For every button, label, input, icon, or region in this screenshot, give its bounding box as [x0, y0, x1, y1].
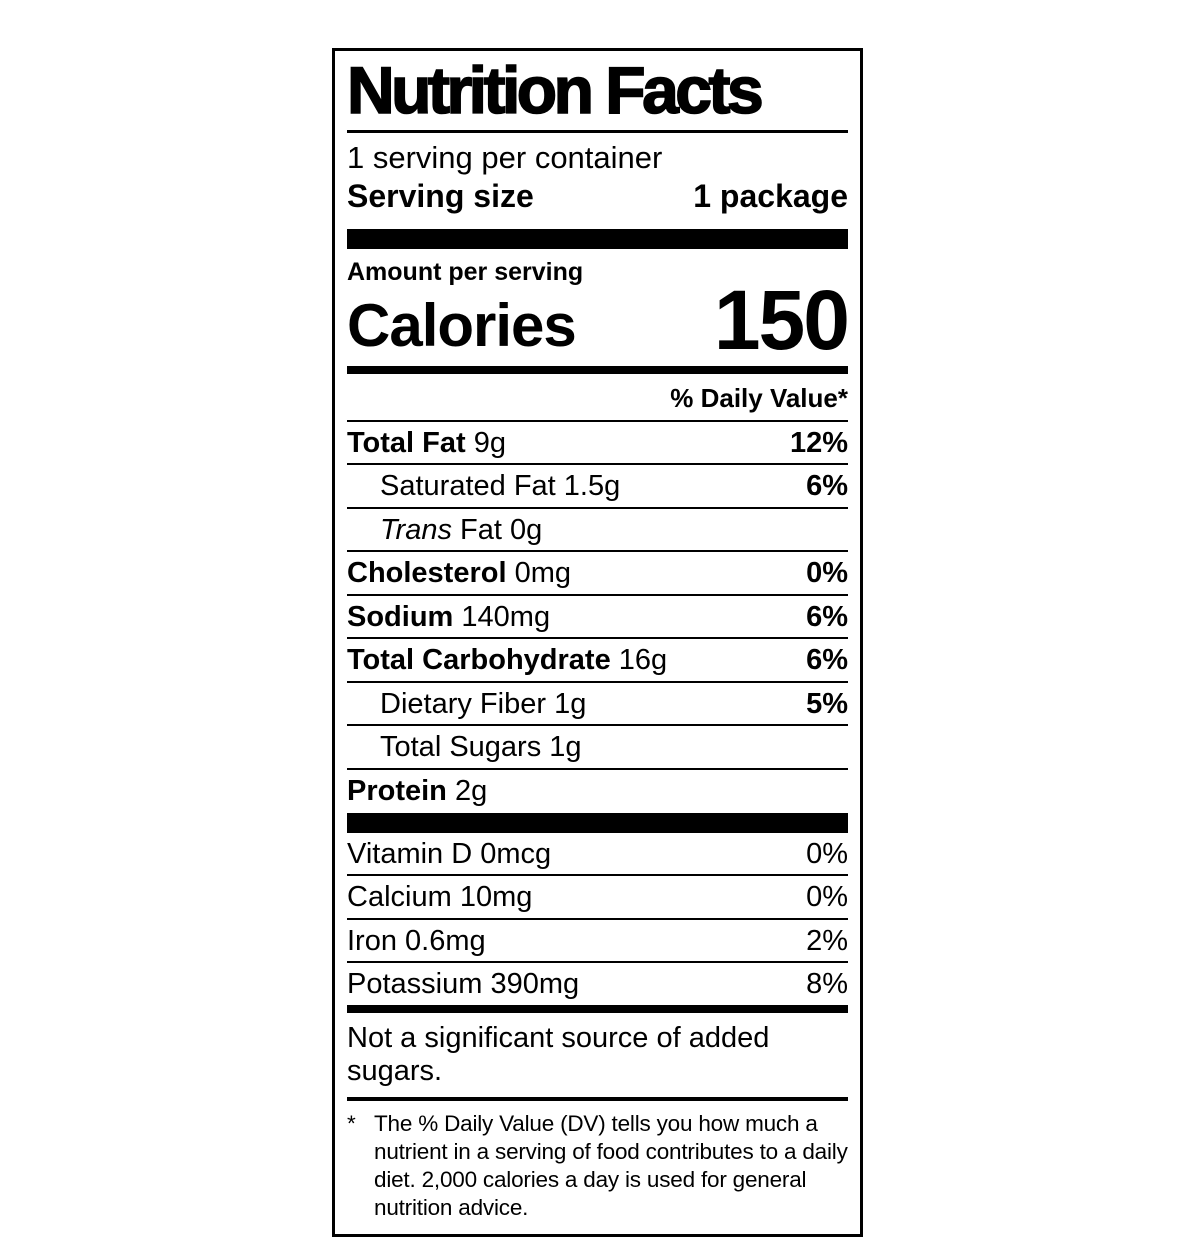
nutrient-name-amount: Calcium 10mg: [347, 881, 533, 914]
nutrition-facts-label: Nutrition Facts 1 serving per container …: [332, 48, 863, 1237]
nutrient-daily-value: 0%: [806, 837, 848, 870]
nutrient-row-dietary-fiber: Dietary Fiber 1g 5%: [347, 683, 848, 727]
serving-size-row: Serving size 1 package: [347, 178, 848, 215]
footnote-text: The % Daily Value (DV) tells you how muc…: [374, 1110, 848, 1220]
micronutrient-row-vitamin-d: Vitamin D 0mcg 0%: [347, 833, 848, 877]
nutrient-name-amount: Trans Fat 0g: [380, 513, 543, 546]
calories-label: Calories: [347, 291, 577, 359]
nutrient-name-amount: Protein 2g: [347, 774, 488, 807]
nutrient-daily-value: 0%: [806, 881, 848, 914]
nutrient-row-sodium: Sodium 140mg 6%: [347, 596, 848, 640]
medium-divider-bar: [347, 365, 848, 374]
nutrient-daily-value: 2%: [806, 924, 848, 957]
serving-size-label: Serving size: [347, 177, 534, 214]
nutrient-daily-value: 8%: [806, 968, 848, 1001]
micronutrient-row-iron: Iron 0.6mg 2%: [347, 920, 848, 964]
nutrient-row-protein: Protein 2g: [347, 770, 848, 811]
nutrient-name-amount: Dietary Fiber 1g: [380, 687, 587, 720]
nutrient-daily-value: 12%: [789, 426, 848, 459]
footnote-asterisk: *: [347, 1110, 356, 1136]
calories-row: Calories 150: [347, 273, 850, 368]
nutrient-name-amount: Sodium 140mg: [347, 600, 551, 633]
nutrient-row-total-sugars: Total Sugars 1g: [347, 726, 848, 770]
nutrient-row-trans-fat: Trans Fat 0g: [347, 509, 848, 553]
thick-divider-bar: [347, 812, 848, 833]
not-significant-note: Not a significant source of added sugars…: [347, 1013, 848, 1101]
nutrient-row-cholesterol: Cholesterol 0mg 0%: [347, 552, 848, 596]
nutrient-daily-value: 6%: [806, 644, 848, 677]
amount-per-serving-label: Amount per serving: [347, 257, 584, 286]
servings-per-container: 1 serving per container: [347, 140, 663, 176]
nutrient-row-total-carbohydrate: Total Carbohydrate 16g 6%: [347, 639, 848, 683]
medium-divider-bar: [347, 1004, 848, 1013]
nutrient-name-amount: Cholesterol 0mg: [347, 557, 572, 590]
nutrient-name-amount: Total Sugars 1g: [380, 731, 582, 764]
nutrient-name-amount: Saturated Fat 1.5g: [380, 470, 621, 503]
nutrient-daily-value: 6%: [806, 600, 848, 633]
nutrient-name-amount: Potassium 390mg: [347, 968, 580, 1001]
nutrient-name-amount: Total Fat 9g: [347, 426, 507, 459]
serving-size-value: 1 package: [693, 177, 848, 214]
nutrient-name-amount: Iron 0.6mg: [347, 924, 486, 957]
nutrient-row-total-fat: Total Fat 9g 12%: [347, 422, 848, 466]
nutrient-daily-value: 0%: [806, 557, 848, 590]
daily-value-header: % Daily Value*: [347, 374, 848, 422]
nutrient-row-saturated-fat: Saturated Fat 1.5g 6%: [347, 465, 848, 509]
micronutrient-row-potassium: Potassium 390mg 8%: [347, 963, 848, 1004]
nutrient-daily-value: 6%: [806, 470, 848, 503]
nutrient-name-amount: Vitamin D 0mcg: [347, 837, 552, 870]
label-title: Nutrition Facts: [346, 55, 848, 134]
nutrient-daily-value: 5%: [806, 687, 848, 720]
calories-value: 150: [713, 273, 850, 368]
micronutrient-row-calcium: Calcium 10mg 0%: [347, 876, 848, 920]
nutrient-name-amount: Total Carbohydrate 16g: [347, 644, 668, 677]
thick-divider-bar: [347, 228, 848, 249]
daily-value-footnote: * The % Daily Value (DV) tells you how m…: [347, 1101, 848, 1223]
